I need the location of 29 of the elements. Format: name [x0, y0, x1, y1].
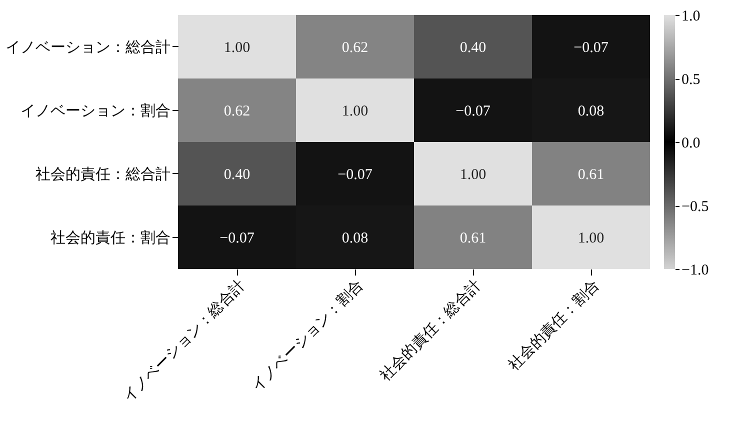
color-bar-label: 1.0	[682, 8, 700, 24]
color-bar-label: 0.5	[682, 72, 700, 88]
data-label: 1.00	[342, 103, 368, 120]
data-label: 1.00	[460, 166, 486, 183]
data-label: 1.00	[578, 230, 604, 246]
x-tick-label: イノベーション：割合	[248, 276, 366, 395]
data-label: 0.40	[224, 166, 250, 183]
x-tick-label: 社会的責任：総合計	[376, 276, 484, 384]
data-label: 0.61	[578, 166, 604, 183]
data-label: 0.61	[460, 230, 486, 246]
y-tick-label: イノベーション：総合計	[6, 38, 170, 56]
color-bar-label: 0.0	[682, 136, 700, 152]
x-tick-label: 社会的責任：割合	[505, 276, 602, 374]
data-label: 0.08	[342, 230, 368, 246]
y-tick-label: 社会的責任：割合	[50, 229, 170, 246]
data-label: −0.07	[574, 40, 609, 56]
data-label: −0.07	[456, 103, 491, 120]
y-tick-label: イノベーション：割合	[20, 102, 170, 120]
data-label: 0.62	[224, 103, 250, 120]
data-label: 0.08	[578, 103, 604, 120]
data-label: 0.40	[460, 40, 486, 56]
color-bar-label: −1.0	[682, 262, 709, 278]
color-bar-label: −0.5	[682, 199, 709, 215]
data-label: 1.00	[224, 40, 250, 56]
y-tick-label: 社会的責任：総合計	[36, 166, 170, 183]
data-label: −0.07	[338, 166, 373, 183]
data-label: −0.07	[220, 230, 255, 246]
data-label: 0.62	[342, 40, 368, 56]
x-tick-label: イノベーション：総合計	[120, 276, 248, 406]
